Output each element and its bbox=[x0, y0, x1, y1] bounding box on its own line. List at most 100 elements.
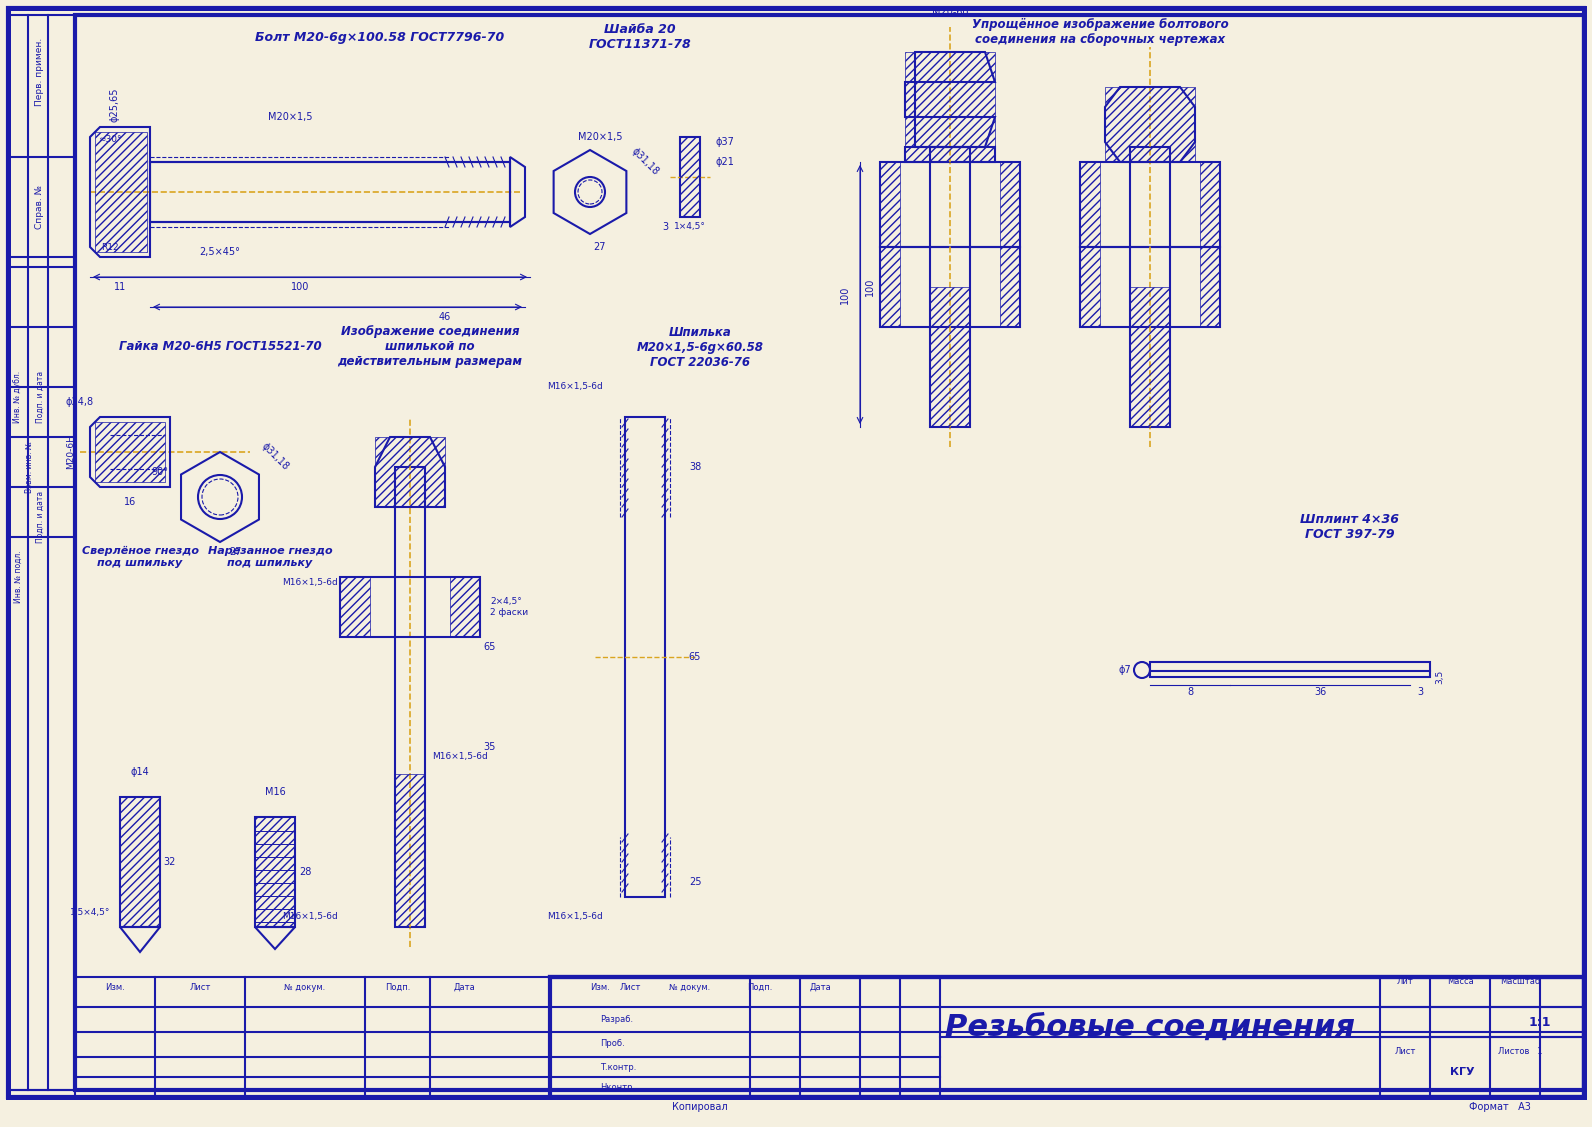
Text: 100: 100 bbox=[864, 278, 876, 296]
Bar bbox=[1200, 162, 1219, 247]
Text: Сверлёное гнездо
под шпильку: Сверлёное гнездо под шпильку bbox=[81, 547, 199, 568]
Text: 65: 65 bbox=[484, 642, 497, 653]
Text: Изм.: Изм. bbox=[105, 983, 124, 992]
Bar bbox=[119, 797, 161, 928]
Bar bbox=[549, 977, 1584, 1097]
Text: Справ. №: Справ. № bbox=[35, 185, 45, 229]
Text: Проб.: Проб. bbox=[600, 1039, 624, 1048]
Text: Листов   1: Листов 1 bbox=[1498, 1047, 1543, 1056]
Bar bbox=[75, 977, 549, 1097]
Bar bbox=[8, 15, 75, 1090]
Text: Нарезанное гнездо
под шпильку: Нарезанное гнездо под шпильку bbox=[207, 547, 333, 568]
Text: 2,5×45°: 2,5×45° bbox=[199, 247, 240, 257]
Bar bbox=[1079, 247, 1100, 327]
Text: Подп. и дата: Подп. и дата bbox=[35, 491, 45, 543]
Text: М20-6Н: М20-6Н bbox=[65, 435, 75, 470]
Bar bbox=[904, 52, 995, 147]
Bar bbox=[904, 147, 995, 162]
Bar bbox=[119, 797, 161, 928]
Text: Гайка М20-6H5 ГОСТ15521-70: Гайка М20-6H5 ГОСТ15521-70 bbox=[119, 340, 322, 354]
Text: ϕ31,18: ϕ31,18 bbox=[629, 147, 661, 178]
Text: Масса: Масса bbox=[1447, 977, 1473, 986]
Text: 27: 27 bbox=[229, 547, 242, 557]
Text: Формат   А3: Формат А3 bbox=[1469, 1102, 1532, 1112]
Text: М20×1,5: М20×1,5 bbox=[578, 132, 622, 142]
Text: Взам. инв. №: Взам. инв. № bbox=[25, 441, 35, 492]
Bar bbox=[395, 467, 425, 928]
Text: М16: М16 bbox=[264, 787, 285, 797]
Text: Подп. и дата: Подп. и дата bbox=[35, 371, 45, 423]
Text: 1,5×4,5°: 1,5×4,5° bbox=[70, 907, 110, 916]
Text: Изображение соединения
шпилькой по
действительным размерам: Изображение соединения шпилькой по дейст… bbox=[338, 326, 522, 369]
Bar bbox=[1079, 162, 1219, 247]
Bar bbox=[930, 287, 970, 427]
Text: М20×1,5: М20×1,5 bbox=[267, 112, 312, 122]
Bar bbox=[680, 137, 700, 218]
Bar bbox=[341, 577, 369, 637]
Text: М16×1,5-6d: М16×1,5-6d bbox=[282, 913, 338, 922]
Text: Изм.: Изм. bbox=[591, 983, 610, 992]
Text: 100: 100 bbox=[841, 286, 850, 304]
Text: 25: 25 bbox=[689, 877, 700, 887]
Bar bbox=[150, 162, 509, 222]
Text: КГУ: КГУ bbox=[1450, 1067, 1474, 1077]
Text: Инв. № подл.: Инв. № подл. bbox=[13, 551, 22, 603]
Bar bbox=[255, 817, 295, 928]
Bar bbox=[395, 774, 425, 928]
Text: Упрощённое изображение болтового
соединения на сборочных чертежах: Упрощённое изображение болтового соедине… bbox=[971, 18, 1229, 46]
Bar bbox=[904, 147, 995, 162]
Bar bbox=[1000, 162, 1020, 247]
Text: ϕ37: ϕ37 bbox=[715, 137, 734, 147]
Text: ϕ7: ϕ7 bbox=[1119, 665, 1132, 675]
Text: № докум.: № докум. bbox=[669, 983, 710, 992]
Text: М20-6d: М20-6d bbox=[931, 7, 968, 17]
Bar bbox=[1130, 287, 1170, 427]
Bar bbox=[880, 247, 1020, 327]
Text: 3,5: 3,5 bbox=[1436, 669, 1444, 684]
Text: 3: 3 bbox=[1417, 687, 1423, 696]
Bar bbox=[451, 577, 481, 637]
Text: ϕ31,18: ϕ31,18 bbox=[259, 442, 291, 472]
Text: Лист: Лист bbox=[619, 983, 640, 992]
Text: Лит: Лит bbox=[1396, 977, 1414, 986]
Bar bbox=[1105, 87, 1196, 162]
Text: 2×4,5°
2 фаски: 2×4,5° 2 фаски bbox=[490, 597, 529, 616]
Bar bbox=[255, 817, 295, 928]
Text: 27: 27 bbox=[594, 242, 607, 252]
Text: Инв. № дубл.: Инв. № дубл. bbox=[13, 371, 22, 423]
Bar bbox=[96, 132, 146, 252]
Text: Дата: Дата bbox=[809, 983, 831, 992]
Text: Подп.: Подп. bbox=[385, 983, 411, 992]
Bar bbox=[96, 421, 166, 482]
Text: М16×1,5-6d: М16×1,5-6d bbox=[548, 913, 603, 922]
Bar bbox=[1200, 247, 1219, 327]
Text: ϕ24,8: ϕ24,8 bbox=[65, 397, 94, 407]
Text: R12: R12 bbox=[102, 242, 119, 251]
Bar bbox=[930, 147, 970, 427]
Text: 1:1: 1:1 bbox=[1528, 1015, 1551, 1029]
Bar bbox=[880, 247, 899, 327]
Text: 8: 8 bbox=[1188, 687, 1192, 696]
Text: 36: 36 bbox=[1313, 687, 1326, 696]
Text: Т.контр.: Т.контр. bbox=[600, 1063, 637, 1072]
Text: 100: 100 bbox=[291, 282, 309, 292]
Bar bbox=[1079, 162, 1100, 247]
Text: 3: 3 bbox=[662, 222, 669, 232]
Text: Перв. примен.: Перв. примен. bbox=[35, 38, 45, 106]
Text: 38: 38 bbox=[689, 462, 700, 472]
Text: Разраб.: Разраб. bbox=[600, 1014, 634, 1023]
Text: М16×1,5-6d: М16×1,5-6d bbox=[548, 382, 603, 391]
Bar bbox=[1149, 662, 1430, 677]
Bar bbox=[1130, 147, 1170, 427]
Text: 11: 11 bbox=[115, 282, 126, 292]
Text: Масштаб: Масштаб bbox=[1500, 977, 1539, 986]
Text: Болт М20-6g×100.58 ГОСТ7796-70: Болт М20-6g×100.58 ГОСТ7796-70 bbox=[255, 30, 505, 44]
Text: ϕ21: ϕ21 bbox=[715, 157, 734, 167]
Text: ≈30°: ≈30° bbox=[99, 134, 121, 143]
Bar bbox=[1079, 247, 1219, 327]
Bar bbox=[680, 137, 700, 218]
Text: Шплинт 4×36
ГОСТ 397-79: Шплинт 4×36 ГОСТ 397-79 bbox=[1301, 513, 1399, 541]
Text: № докум.: № докум. bbox=[285, 983, 326, 992]
Text: 65: 65 bbox=[689, 653, 700, 662]
Text: Шпилька
М20×1,5-6g×60.58
ГОСТ 22036-76: Шпилька М20×1,5-6g×60.58 ГОСТ 22036-76 bbox=[637, 326, 764, 369]
